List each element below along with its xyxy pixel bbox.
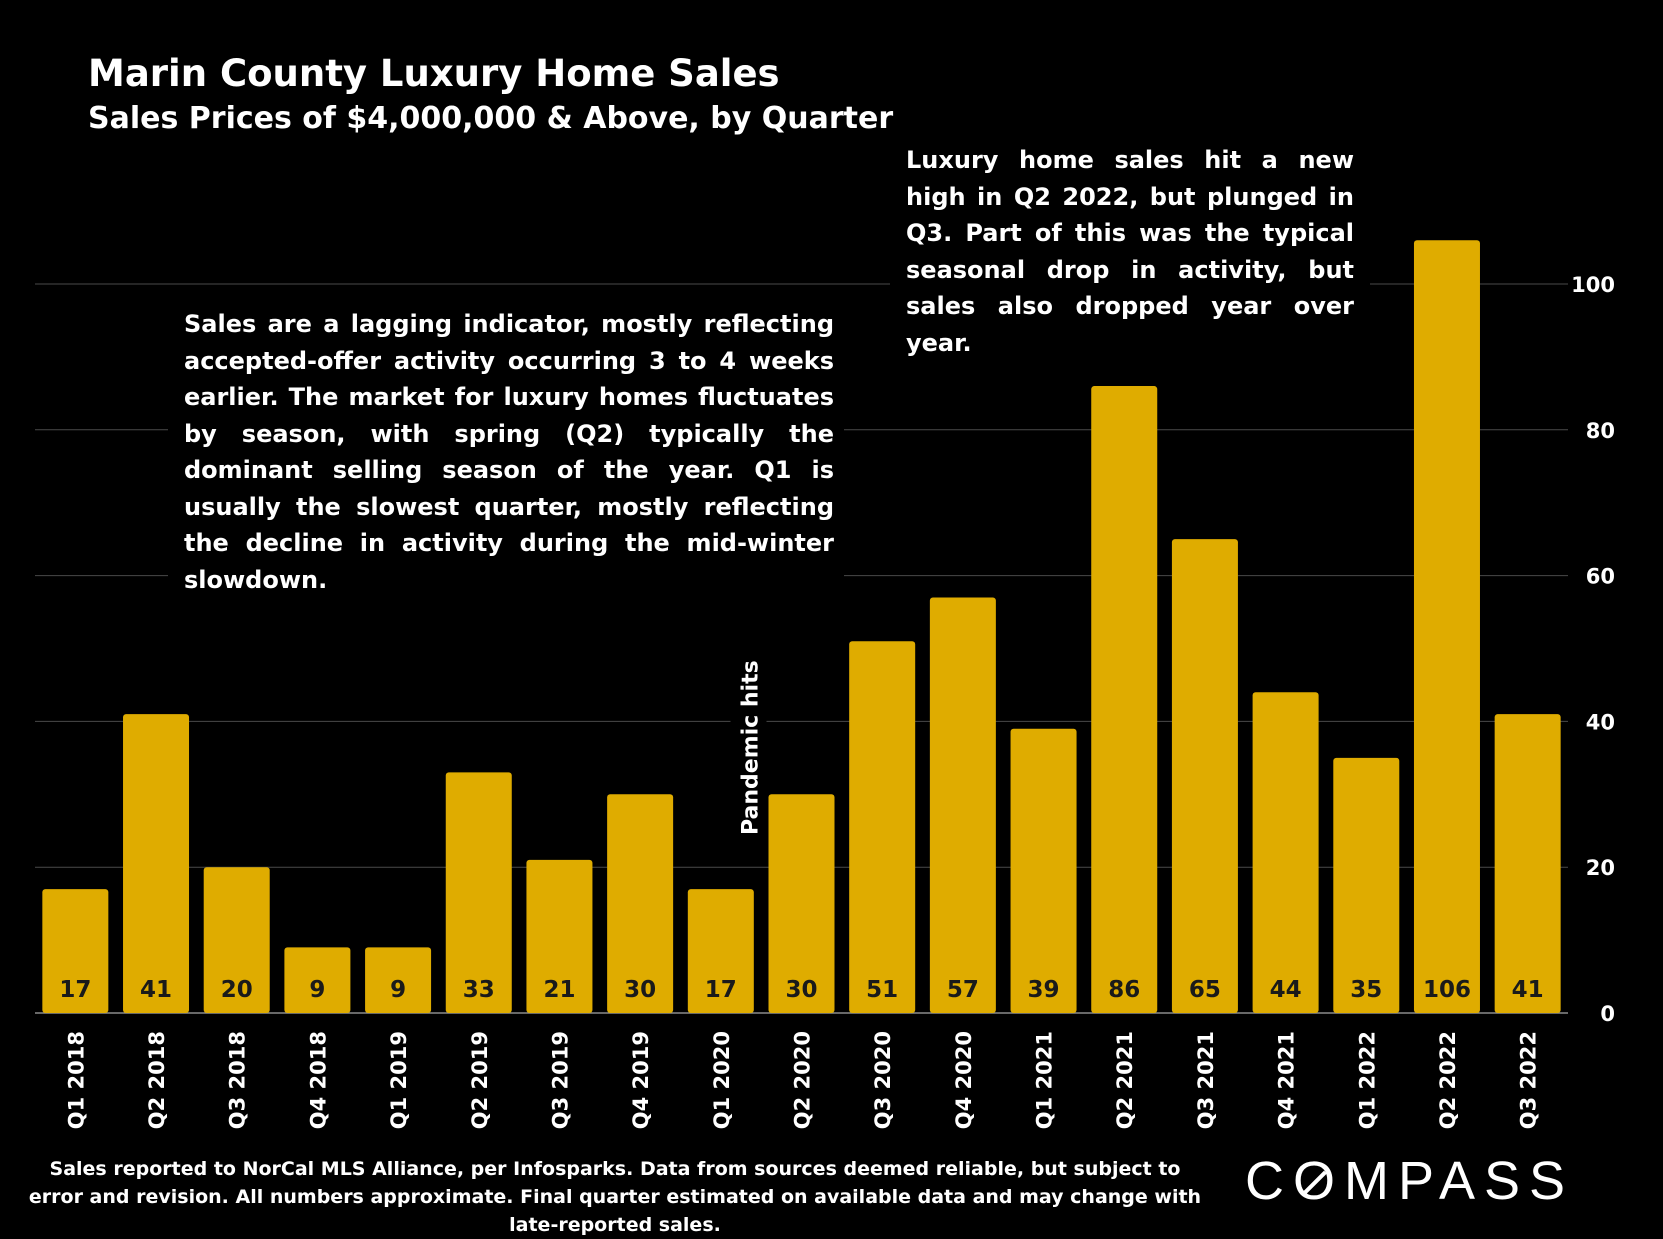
data-label: 39 [1028, 977, 1060, 1003]
y-tick-label: 80 [1586, 419, 1615, 443]
x-tick-label: Q4 2020 [952, 1031, 976, 1129]
annotation-background [730, 660, 767, 860]
data-label: 9 [390, 977, 406, 1003]
x-tick-label: Q2 2020 [791, 1031, 815, 1129]
x-tick-label: Q2 2018 [145, 1031, 169, 1129]
x-tick-label: Q1 2021 [1033, 1031, 1057, 1129]
data-label: 106 [1423, 977, 1471, 1003]
bar [1333, 757, 1400, 1013]
data-label: 33 [463, 977, 495, 1003]
bar [1494, 714, 1561, 1013]
data-label: 57 [947, 977, 979, 1003]
x-tick-label: Q3 2021 [1194, 1031, 1218, 1129]
compass-logo: COMPASS [1245, 1151, 1575, 1211]
x-tick-label: Q2 2022 [1436, 1031, 1460, 1129]
bar [607, 794, 674, 1013]
x-tick-label: Q3 2018 [226, 1031, 250, 1129]
bar [1091, 386, 1158, 1013]
data-label: 41 [140, 977, 172, 1003]
x-tick-label: Q2 2021 [1113, 1031, 1137, 1129]
data-label: 65 [1189, 977, 1221, 1003]
annotation-pandemic: Pandemic hits [739, 660, 764, 835]
x-tick-label: Q4 2019 [629, 1031, 653, 1129]
bar [1171, 539, 1238, 1013]
bar [687, 889, 754, 1013]
bar [203, 867, 270, 1013]
annotation-lagging-indicator: Sales are a lagging indicator, mostly re… [168, 304, 844, 600]
bar [1010, 728, 1077, 1013]
x-tick-label: Q3 2022 [1517, 1031, 1541, 1129]
x-tick-label: Q1 2022 [1355, 1031, 1379, 1129]
data-label: 30 [624, 977, 656, 1003]
x-tick-label: Q3 2019 [548, 1031, 572, 1129]
y-tick-label: 60 [1586, 565, 1615, 589]
x-tick-label: Q4 2018 [306, 1031, 330, 1129]
bar [123, 714, 190, 1013]
x-tick-label: Q1 2019 [387, 1031, 411, 1129]
data-label: 17 [705, 977, 737, 1003]
data-label: 30 [785, 977, 817, 1003]
bar [365, 947, 432, 1013]
data-label: 35 [1350, 977, 1382, 1003]
bar [284, 947, 351, 1013]
data-label: 51 [866, 977, 898, 1003]
data-label: 21 [543, 977, 575, 1003]
bar [1413, 240, 1480, 1013]
bar [929, 597, 996, 1013]
x-tick-label: Q2 2019 [468, 1031, 492, 1129]
y-tick-label: 0 [1600, 1002, 1615, 1026]
bar [849, 641, 916, 1013]
x-tick-label: Q1 2020 [710, 1031, 734, 1129]
x-tick-label: Q1 2018 [64, 1031, 88, 1129]
annotation-new-high: Luxury home sales hit a new high in Q2 2… [890, 140, 1370, 363]
y-tick-label: 40 [1586, 710, 1615, 734]
bar [445, 772, 512, 1013]
y-tick-label: 100 [1571, 273, 1615, 297]
data-label: 86 [1108, 977, 1140, 1003]
data-label: 44 [1270, 977, 1302, 1003]
x-tick-label: Q4 2021 [1275, 1031, 1299, 1129]
bar [526, 859, 593, 1013]
chart-title: Marin County Luxury Home Sales [88, 52, 780, 95]
x-tick-label: Q3 2020 [871, 1031, 895, 1129]
y-tick-label: 20 [1586, 856, 1615, 880]
data-label: 17 [59, 977, 91, 1003]
data-label: 20 [221, 977, 253, 1003]
footer-source-note: Sales reported to NorCal MLS Alliance, p… [28, 1158, 1202, 1236]
bar [42, 889, 109, 1013]
data-label: 41 [1512, 977, 1544, 1003]
bar [1252, 692, 1319, 1013]
data-label: 9 [309, 977, 325, 1003]
chart-subtitle: Sales Prices of $4,000,000 & Above, by Q… [88, 101, 894, 136]
bar [768, 794, 835, 1013]
